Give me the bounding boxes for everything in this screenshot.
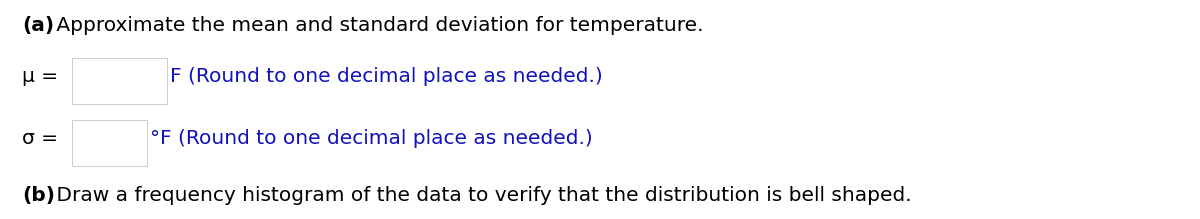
Text: Draw a frequency histogram of the data to verify that the distribution is bell s: Draw a frequency histogram of the data t… [50,186,912,205]
Text: μ =: μ = [22,67,58,85]
Text: F (Round to one decimal place as needed.): F (Round to one decimal place as needed.… [170,67,602,85]
Text: °F (Round to one decimal place as needed.): °F (Round to one decimal place as needed… [150,129,593,148]
FancyBboxPatch shape [72,58,167,104]
Text: (b): (b) [22,186,55,205]
Text: Approximate the mean and standard deviation for temperature.: Approximate the mean and standard deviat… [50,16,703,35]
Text: σ =: σ = [22,129,58,148]
FancyBboxPatch shape [72,120,148,166]
Text: (a): (a) [22,16,54,35]
